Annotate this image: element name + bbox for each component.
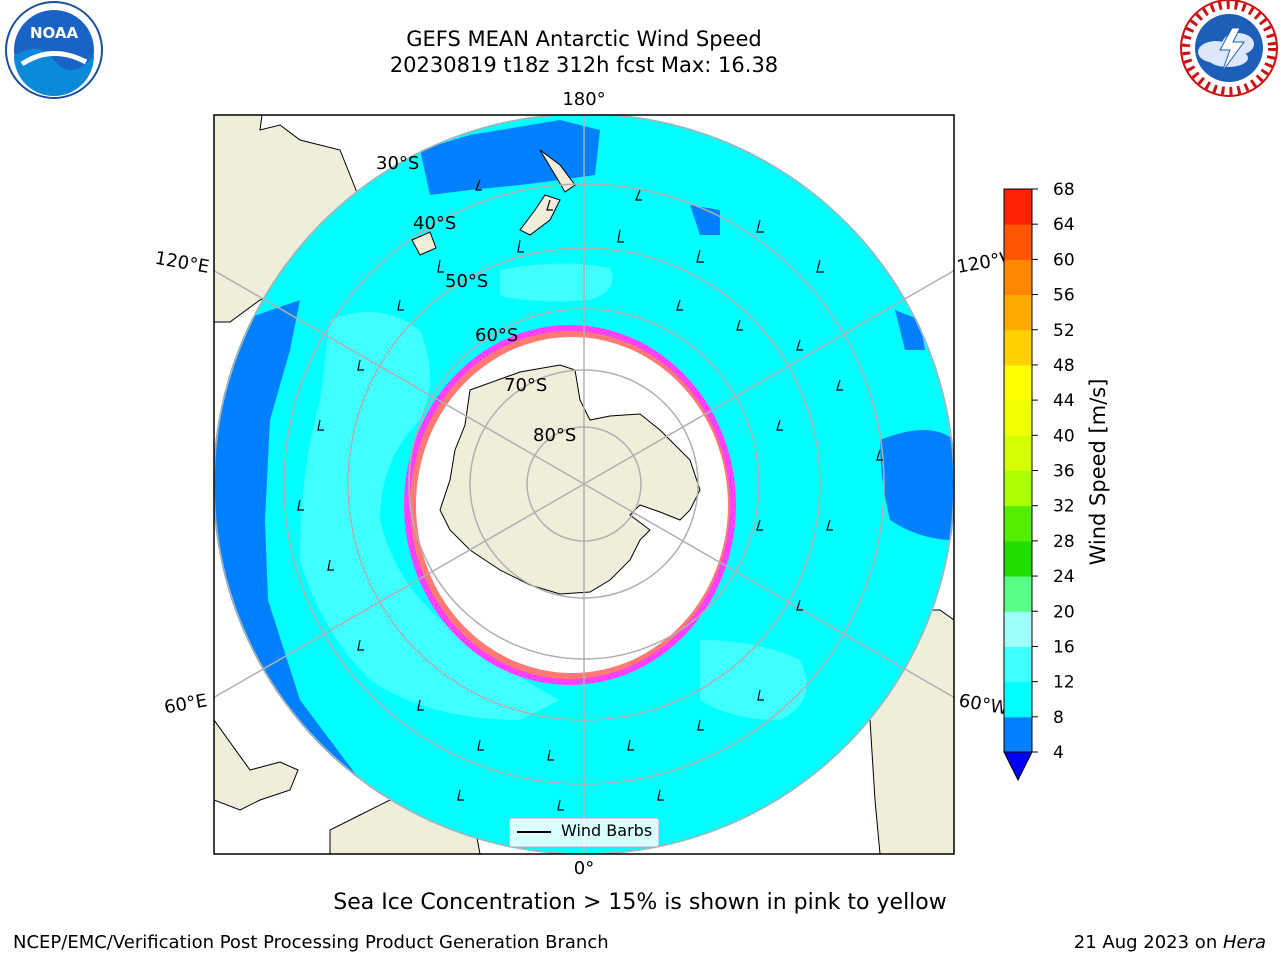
colorbar-tick-label: 60 xyxy=(1053,250,1075,270)
footer-credit: NCEP/EMC/Verification Post Processing Pr… xyxy=(13,932,609,953)
lat-label-40s: 40°S xyxy=(413,213,456,234)
colorbar-segment xyxy=(1004,646,1032,683)
colorbar-segment xyxy=(1004,329,1032,366)
colorbar-tick-label: 36 xyxy=(1053,462,1075,482)
lat-label-60s: 60°S xyxy=(475,325,518,346)
lat-label-50s: 50°S xyxy=(445,271,488,292)
colorbar-segment xyxy=(1004,716,1032,753)
lon-label-60e: 60°E xyxy=(163,690,209,718)
colorbar-tick-label: 56 xyxy=(1053,286,1075,306)
colorbar-segment xyxy=(1004,470,1032,507)
colorbar-title: Wind Speed [m/s] xyxy=(1086,378,1110,566)
lon-label-120e: 120°E xyxy=(153,248,211,278)
colorbar-tick-label: 64 xyxy=(1053,215,1075,235)
colorbar-segment xyxy=(1004,189,1032,225)
lon-label-60w: 60°W xyxy=(957,690,1010,719)
lat-label-70s: 70°S xyxy=(504,375,547,396)
colorbar-tick-label: 52 xyxy=(1053,321,1075,341)
colorbar-tick-label: 8 xyxy=(1053,708,1064,728)
colorbar-extend-arrow xyxy=(1003,751,1033,782)
colorbar-segment xyxy=(1004,611,1032,647)
colorbar-segment xyxy=(1004,400,1032,436)
footer-date: 21 Aug 2023 on Hera xyxy=(1074,932,1266,953)
footer-machine: Hera xyxy=(1222,932,1266,953)
colorbar-tick-label: 48 xyxy=(1053,356,1075,376)
graticule xyxy=(214,115,954,854)
colorbar-tick-label: 28 xyxy=(1053,532,1075,552)
colorbar-segment xyxy=(1004,505,1032,542)
colorbar-segment xyxy=(1004,224,1032,260)
colorbar-tick-label: 44 xyxy=(1053,391,1075,411)
colorbar-tick-label: 68 xyxy=(1053,180,1075,200)
colorbar-segment xyxy=(1004,364,1032,401)
colorbar-tick-label: 40 xyxy=(1053,426,1075,446)
wind-barbs xyxy=(297,179,883,811)
colorbar-segment xyxy=(1004,681,1032,718)
colorbar-tick-label: 16 xyxy=(1053,637,1075,657)
sea-ice-note: Sea Ice Concentration > 15% is shown in … xyxy=(333,890,947,915)
noaa-logo: NOAA xyxy=(5,1,103,99)
legend-swatch-line xyxy=(517,831,551,833)
colorbar-segment xyxy=(1004,435,1032,471)
lat-label-80s: 80°S xyxy=(533,425,576,446)
chart-subtitle-run-info: 20230819 t18z 312h fcst Max: 16.38 xyxy=(389,53,779,77)
colorbar-segment xyxy=(1004,540,1032,577)
map-frame xyxy=(214,115,954,854)
chart-title: GEFS MEAN Antarctic Wind Speed xyxy=(406,27,762,51)
colorbar-tick-label: 4 xyxy=(1053,743,1064,763)
colorbar-tick-label: 32 xyxy=(1053,497,1075,517)
colorbar-tick-label: 12 xyxy=(1053,673,1075,693)
noaa-logo-text: NOAA xyxy=(30,24,79,42)
colorbar-segment xyxy=(1004,294,1032,331)
nws-logo xyxy=(1180,0,1278,97)
footer-date-text: 21 Aug 2023 on xyxy=(1073,932,1223,953)
lon-label-0: 0° xyxy=(574,858,594,879)
lon-label-180: 180° xyxy=(562,89,605,110)
lat-label-30s: 30°S xyxy=(376,153,419,174)
colorbar-segment xyxy=(1004,259,1032,296)
legend-label: Wind Barbs xyxy=(561,821,653,840)
map-legend xyxy=(509,818,659,847)
colorbar-tick-label: 24 xyxy=(1053,567,1075,587)
colorbar-tick-label: 20 xyxy=(1053,602,1075,622)
colorbar-segment xyxy=(1004,576,1032,612)
